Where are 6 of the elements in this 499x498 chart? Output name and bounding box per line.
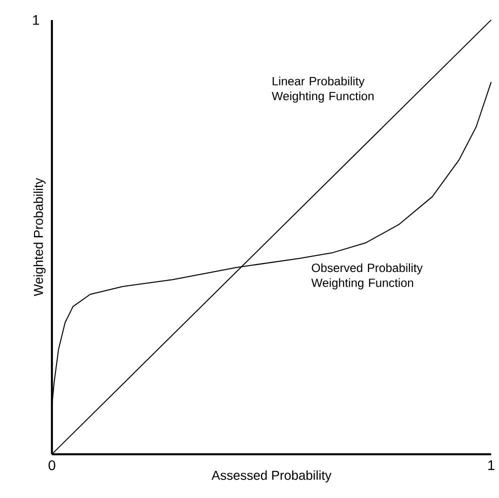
text: 1	[33, 15, 40, 25]
series-label: Observed Probability Weighting Function	[311, 263, 423, 290]
series-label: Linear Probability Weighting Function	[272, 76, 374, 103]
y-axis-title: Weighted Probability	[34, 178, 46, 296]
x-axis-title: Assessed Probability	[212, 470, 332, 482]
x-tick-label: 0	[48, 460, 56, 470]
